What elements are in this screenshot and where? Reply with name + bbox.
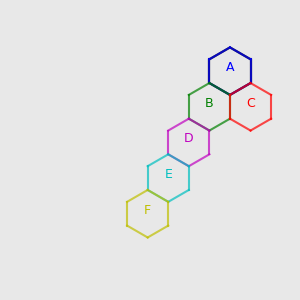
Text: A: A	[226, 61, 234, 74]
Text: C: C	[246, 97, 255, 110]
Text: F: F	[144, 204, 151, 217]
Text: D: D	[184, 132, 194, 146]
Text: B: B	[205, 97, 214, 110]
Text: E: E	[164, 168, 172, 181]
